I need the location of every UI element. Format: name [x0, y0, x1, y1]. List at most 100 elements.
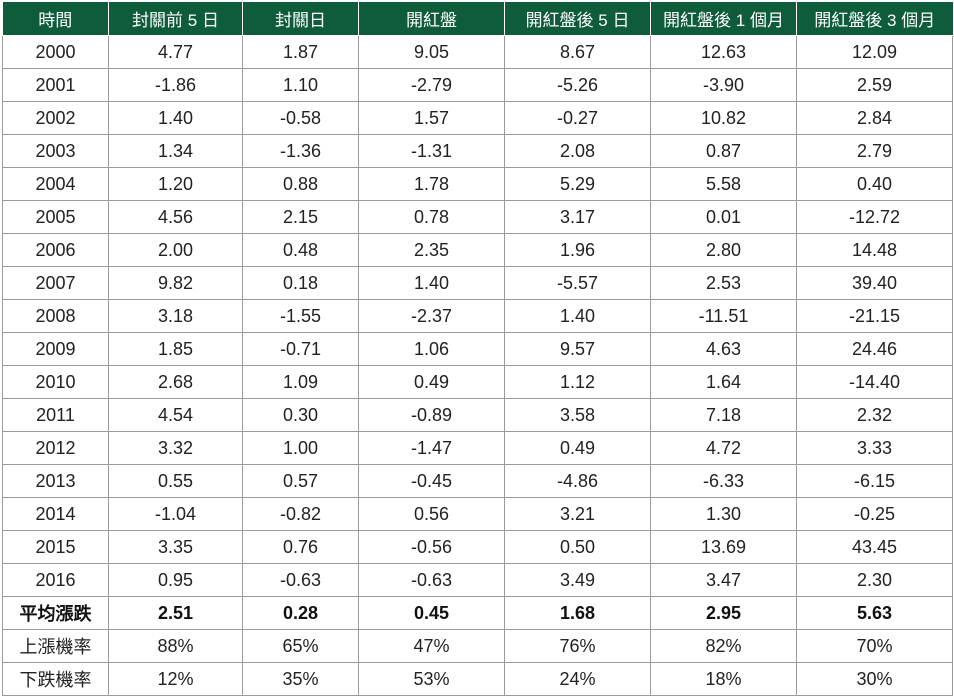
table-cell: 43.45 — [796, 530, 953, 564]
row-label-cell: 2010 — [2, 365, 109, 399]
row-label-cell: 2007 — [2, 266, 109, 300]
table-cell: 1.96 — [504, 233, 651, 267]
table-cell: 4.72 — [650, 431, 797, 465]
table-cell: -3.90 — [650, 68, 797, 102]
table-cell: 2.68 — [108, 365, 243, 399]
table-row: 平均漲跌 2.51 0.28 0.45 1.68 2.95 5.63 — [2, 596, 953, 630]
table-cell: 35% — [242, 662, 359, 696]
table-cell: 2.35 — [358, 233, 505, 267]
table-cell: 2.79 — [796, 134, 953, 168]
table-cell: -1.31 — [358, 134, 505, 168]
table-cell: -0.82 — [242, 497, 359, 531]
table-cell: 3.21 — [504, 497, 651, 531]
table-cell: -0.45 — [358, 464, 505, 498]
table-cell: 0.18 — [242, 266, 359, 300]
table-cell: 13.69 — [650, 530, 797, 564]
row-label-cell: 平均漲跌 — [2, 596, 109, 630]
row-label-cell: 2006 — [2, 233, 109, 267]
table-cell: 9.05 — [358, 35, 505, 69]
table-cell: 4.54 — [108, 398, 243, 432]
table-cell: 2.53 — [650, 266, 797, 300]
table-row: 2014 -1.04 -0.82 0.56 3.21 1.30 -0.25 — [2, 497, 953, 531]
table-cell: -0.63 — [358, 563, 505, 597]
table-cell: 88% — [108, 629, 243, 663]
table-cell: 0.40 — [796, 167, 953, 201]
column-header: 封關前 5 日 — [108, 2, 243, 36]
table-row: 2005 4.56 2.15 0.78 3.17 0.01 -12.72 — [2, 200, 953, 234]
table-cell: 76% — [504, 629, 651, 663]
table-cell: 0.50 — [504, 530, 651, 564]
table-cell: 18% — [650, 662, 797, 696]
table-cell: -0.58 — [242, 101, 359, 135]
table-cell: 82% — [650, 629, 797, 663]
column-header: 時間 — [2, 2, 109, 36]
table-cell: 0.49 — [358, 365, 505, 399]
table-cell: 2.32 — [796, 398, 953, 432]
table-cell: 8.67 — [504, 35, 651, 69]
table-row: 2012 3.32 1.00 -1.47 0.49 4.72 3.33 — [2, 431, 953, 465]
row-label-cell: 2013 — [2, 464, 109, 498]
table-cell: 0.45 — [358, 596, 505, 630]
table-row: 2015 3.35 0.76 -0.56 0.50 13.69 43.45 — [2, 530, 953, 564]
table-row: 2010 2.68 1.09 0.49 1.12 1.64 -14.40 — [2, 365, 953, 399]
table-row: 下跌機率 12% 35% 53% 24% 18% 30% — [2, 662, 953, 696]
table-cell: 7.18 — [650, 398, 797, 432]
table-cell: 9.82 — [108, 266, 243, 300]
table-cell: 1.10 — [242, 68, 359, 102]
table-cell: 0.56 — [358, 497, 505, 531]
table-cell: -1.36 — [242, 134, 359, 168]
table-cell: -21.15 — [796, 299, 953, 333]
table-row: 上漲機率 88% 65% 47% 76% 82% 70% — [2, 629, 953, 663]
table-cell: 12% — [108, 662, 243, 696]
table-cell: 12.63 — [650, 35, 797, 69]
table-cell: 3.17 — [504, 200, 651, 234]
table-cell: -1.55 — [242, 299, 359, 333]
table-row: 2006 2.00 0.48 2.35 1.96 2.80 14.48 — [2, 233, 953, 267]
table-row: 2002 1.40 -0.58 1.57 -0.27 10.82 2.84 — [2, 101, 953, 135]
row-label-cell: 2001 — [2, 68, 109, 102]
table-cell: 2.95 — [650, 596, 797, 630]
table-cell: 2.84 — [796, 101, 953, 135]
table-cell: 10.82 — [650, 101, 797, 135]
table-cell: -4.86 — [504, 464, 651, 498]
table-cell: 5.29 — [504, 167, 651, 201]
table-cell: -11.51 — [650, 299, 797, 333]
column-header: 開紅盤後 3 個月 — [796, 2, 953, 36]
table-cell: 3.35 — [108, 530, 243, 564]
row-label-cell: 2009 — [2, 332, 109, 366]
table-cell: 47% — [358, 629, 505, 663]
table-cell: 1.30 — [650, 497, 797, 531]
table-cell: -14.40 — [796, 365, 953, 399]
table-cell: 12.09 — [796, 35, 953, 69]
table-cell: 1.64 — [650, 365, 797, 399]
table-cell: 39.40 — [796, 266, 953, 300]
table-cell: -6.15 — [796, 464, 953, 498]
table-cell: -1.04 — [108, 497, 243, 531]
table-cell: 9.57 — [504, 332, 651, 366]
table-cell: 3.33 — [796, 431, 953, 465]
table-row: 2011 4.54 0.30 -0.89 3.58 7.18 2.32 — [2, 398, 953, 432]
row-label-cell: 2005 — [2, 200, 109, 234]
table-cell: 0.78 — [358, 200, 505, 234]
row-label-cell: 上漲機率 — [2, 629, 109, 663]
table-cell: 5.58 — [650, 167, 797, 201]
table-cell: 3.47 — [650, 563, 797, 597]
table-cell: 1.06 — [358, 332, 505, 366]
table-cell: 1.87 — [242, 35, 359, 69]
table-cell: 2.80 — [650, 233, 797, 267]
row-label-cell: 下跌機率 — [2, 662, 109, 696]
column-header: 開紅盤 — [358, 2, 505, 36]
table-cell: 1.85 — [108, 332, 243, 366]
table-cell: 14.48 — [796, 233, 953, 267]
table-cell: -0.27 — [504, 101, 651, 135]
table-row: 2016 0.95 -0.63 -0.63 3.49 3.47 2.30 — [2, 563, 953, 597]
row-label-cell: 2003 — [2, 134, 109, 168]
table-cell: 0.48 — [242, 233, 359, 267]
table-cell: 2.30 — [796, 563, 953, 597]
row-label-cell: 2016 — [2, 563, 109, 597]
row-label-cell: 2014 — [2, 497, 109, 531]
table-cell: 2.15 — [242, 200, 359, 234]
table-cell: 1.78 — [358, 167, 505, 201]
